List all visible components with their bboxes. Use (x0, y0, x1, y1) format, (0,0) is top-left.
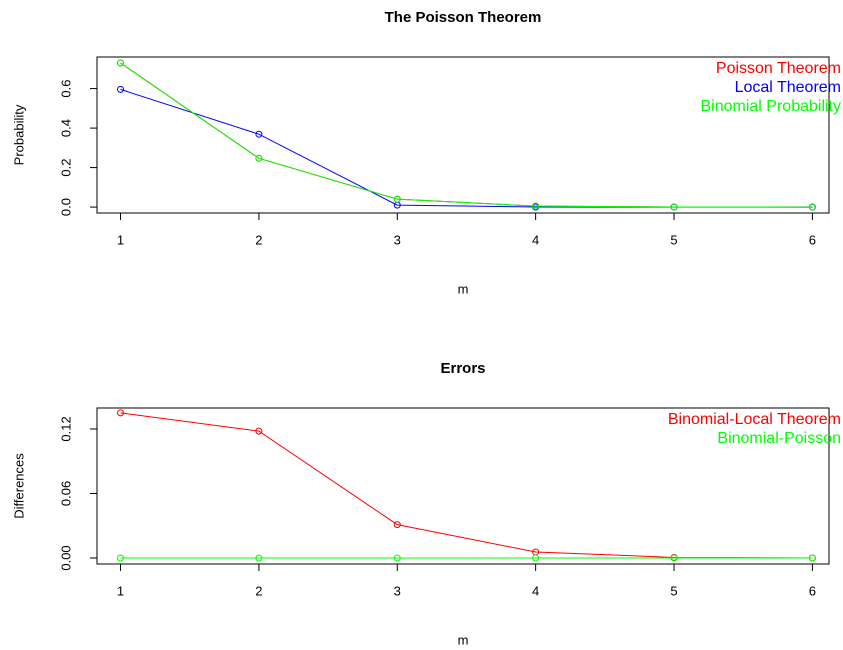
series-line (120, 62, 813, 208)
data-point (255, 154, 263, 162)
y-axis-label: Probability (11, 104, 26, 165)
series-line (120, 412, 813, 559)
data-point (117, 554, 125, 562)
data-point (532, 202, 540, 210)
x-axis-label: m (458, 281, 469, 296)
data-point (808, 554, 816, 562)
plot-box (96, 407, 830, 565)
x-tick-label: 1 (117, 583, 124, 598)
x-tick-label: 2 (255, 583, 262, 598)
data-point (808, 203, 816, 211)
data-point (117, 59, 125, 67)
y-tick-label: 0.6 (58, 80, 73, 98)
y-axis-label: Differences (11, 453, 26, 519)
y-tick-label: 0.4 (58, 119, 73, 137)
chart-title: The Poisson Theorem (385, 9, 542, 26)
x-tick-label: 2 (255, 232, 262, 247)
legend-label: Binomial-Poisson (717, 430, 841, 447)
data-point (393, 521, 401, 529)
y-tick-label: 0.12 (58, 416, 73, 441)
data-point (255, 554, 263, 562)
data-point (670, 554, 678, 562)
x-axis-label: m (458, 632, 469, 647)
data-point (255, 427, 263, 435)
legend-label: Local Theorem (735, 79, 841, 96)
y-tick-label: 0.0 (58, 198, 73, 216)
chart-title: Errors (440, 360, 485, 377)
x-tick-label: 3 (394, 583, 401, 598)
data-point (393, 554, 401, 562)
y-tick-label: 0.00 (58, 545, 73, 570)
x-tick-label: 6 (809, 583, 816, 598)
x-tick-label: 1 (117, 232, 124, 247)
data-point (532, 554, 540, 562)
legend-label: Poisson Theorem (716, 60, 841, 77)
y-tick-label: 0.06 (58, 481, 73, 506)
x-tick-label: 5 (670, 583, 677, 598)
legend-label: Binomial-Local Theorem (668, 411, 841, 428)
data-point (117, 409, 125, 417)
x-tick-label: 3 (394, 232, 401, 247)
y-tick-label: 0.2 (58, 159, 73, 177)
x-tick-label: 4 (532, 232, 539, 247)
x-tick-label: 6 (809, 232, 816, 247)
data-point (117, 85, 125, 93)
plot-box (96, 56, 830, 214)
x-tick-label: 5 (670, 232, 677, 247)
data-point (255, 130, 263, 138)
data-point (393, 195, 401, 203)
legend-label: Binomial Probability (700, 98, 841, 115)
data-point (670, 203, 678, 211)
x-tick-label: 4 (532, 583, 539, 598)
